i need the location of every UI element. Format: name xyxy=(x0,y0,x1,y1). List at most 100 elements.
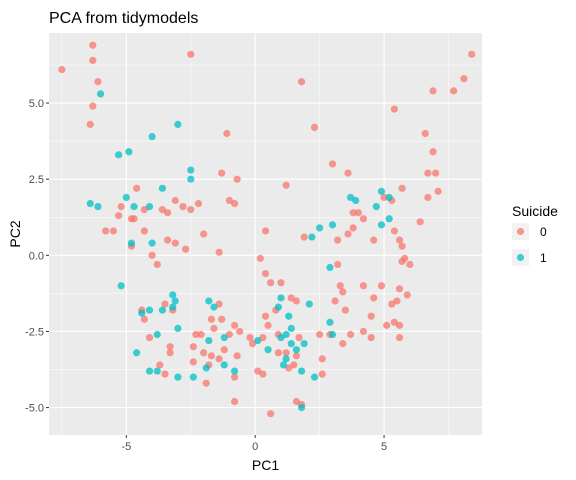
point-series-0-139 xyxy=(166,343,174,351)
point-series-0-78 xyxy=(398,257,406,266)
point-series-0-114 xyxy=(210,324,218,333)
point-series-0-3 xyxy=(94,78,102,86)
point-series-0-121 xyxy=(220,346,228,354)
point-series-0-73 xyxy=(370,236,378,244)
point-series-0-13 xyxy=(429,87,437,95)
point-series-1-10 xyxy=(86,199,94,208)
point-series-1-7 xyxy=(158,184,167,192)
point-series-1-56 xyxy=(352,196,360,205)
y-tick-label-0: -5.0 xyxy=(25,403,44,415)
point-series-0-61 xyxy=(292,297,301,305)
point-series-1-35 xyxy=(205,336,213,345)
y-tick-label-4: 5.0 xyxy=(29,98,44,110)
point-series-1-15 xyxy=(117,282,125,290)
point-series-0-89 xyxy=(367,312,375,320)
point-series-1-59 xyxy=(372,202,380,211)
y-axis-ticks: -5.0 -2.5 0.0 2.5 5.0 xyxy=(25,98,49,415)
point-series-1-28 xyxy=(189,373,197,381)
point-series-1-57 xyxy=(377,187,386,195)
point-series-0-144 xyxy=(161,370,169,378)
point-series-0-116 xyxy=(197,330,205,339)
point-series-1-42 xyxy=(292,346,301,354)
point-series-1-1 xyxy=(174,120,182,128)
point-series-1-25 xyxy=(145,367,154,375)
point-series-0-143 xyxy=(156,361,164,369)
point-series-0-45 xyxy=(109,227,118,235)
point-series-0-24 xyxy=(416,218,424,226)
point-series-0-98 xyxy=(316,330,324,339)
point-series-1-17 xyxy=(145,306,154,314)
legend: Suicide 0 1 xyxy=(512,203,558,266)
point-series-0-57 xyxy=(261,269,270,278)
point-series-0-127 xyxy=(230,373,239,381)
point-series-1-12 xyxy=(145,202,154,211)
point-series-0-85 xyxy=(395,321,404,329)
point-series-1-31 xyxy=(230,367,239,375)
point-series-1-43 xyxy=(282,355,290,363)
point-series-1-53 xyxy=(316,224,324,232)
point-series-0-56 xyxy=(256,254,264,262)
point-series-1-39 xyxy=(282,330,290,339)
x-tick-label-2: 5 xyxy=(381,441,387,453)
point-series-0-93 xyxy=(383,321,391,329)
point-series-0-16 xyxy=(429,148,437,156)
point-series-1-2 xyxy=(148,132,156,141)
y-tick-label-1: -2.5 xyxy=(25,326,44,338)
point-series-1-40 xyxy=(287,324,295,333)
point-series-0-140 xyxy=(166,349,174,357)
point-series-0-110 xyxy=(230,321,239,329)
series-1-points xyxy=(86,90,393,412)
point-series-1-33 xyxy=(210,303,218,311)
point-series-1-45 xyxy=(297,367,306,375)
point-series-0-126 xyxy=(202,379,210,387)
point-series-1-19 xyxy=(169,291,177,299)
y-tick-label-2: 0.0 xyxy=(29,250,44,262)
point-series-0-75 xyxy=(395,236,404,244)
point-series-0-37 xyxy=(179,202,187,211)
point-series-1-60 xyxy=(385,215,393,223)
point-series-1-5 xyxy=(187,166,195,174)
point-series-0-63 xyxy=(334,260,342,269)
point-series-0-32 xyxy=(194,199,203,208)
point-series-0-14 xyxy=(390,105,398,113)
point-series-0-9 xyxy=(310,123,319,132)
point-series-1-44 xyxy=(279,361,288,369)
point-series-0-68 xyxy=(354,209,362,217)
point-series-1-30 xyxy=(220,361,228,369)
point-series-1-27 xyxy=(174,373,182,381)
point-series-0-12 xyxy=(450,87,458,95)
point-series-0-72 xyxy=(334,236,342,244)
point-series-0-123 xyxy=(215,355,223,363)
point-series-0-26 xyxy=(328,160,337,168)
point-series-1-23 xyxy=(153,330,161,339)
point-series-0-27 xyxy=(282,181,290,189)
point-series-0-49 xyxy=(171,239,179,247)
minor-gridlines xyxy=(49,33,482,435)
point-series-0-20 xyxy=(424,193,432,202)
point-series-0-146 xyxy=(161,300,169,308)
point-series-0-52 xyxy=(153,260,161,269)
point-series-1-63 xyxy=(328,330,337,339)
point-series-0-54 xyxy=(215,248,223,256)
legend-title: Suicide xyxy=(512,203,558,219)
point-series-0-117 xyxy=(192,330,200,339)
point-series-0-43 xyxy=(130,215,138,223)
point-series-1-58 xyxy=(385,193,393,202)
point-series-0-2 xyxy=(89,56,97,65)
point-series-0-80 xyxy=(395,285,404,293)
point-series-1-20 xyxy=(171,297,179,305)
point-series-1-14 xyxy=(148,239,156,247)
point-series-0-65 xyxy=(339,288,347,296)
point-series-0-125 xyxy=(189,358,197,366)
point-series-0-141 xyxy=(145,333,154,342)
point-series-0-55 xyxy=(261,227,270,235)
point-series-1-52 xyxy=(308,233,316,241)
point-series-0-64 xyxy=(336,282,344,290)
point-series-0-122 xyxy=(233,352,241,360)
y-tick-label-3: 2.5 xyxy=(29,174,44,186)
point-series-0-4 xyxy=(89,102,97,110)
point-series-1-32 xyxy=(205,297,213,305)
point-series-0-34 xyxy=(171,196,179,205)
point-series-0-53 xyxy=(200,230,208,238)
